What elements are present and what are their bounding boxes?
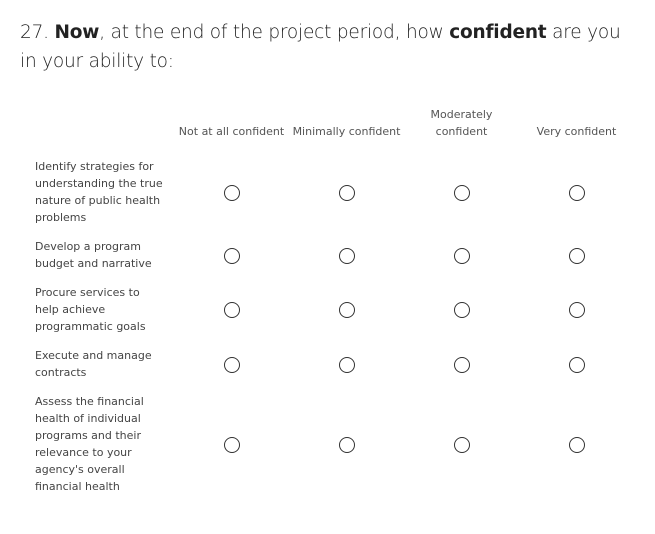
column-header: Not at all confident <box>178 125 285 138</box>
option-cell <box>289 152 404 232</box>
radio-button[interactable] <box>453 302 470 318</box>
column-header: Moderately confident <box>430 108 493 138</box>
row: Execute and manage contracts <box>35 341 634 387</box>
radio-button[interactable] <box>223 356 240 373</box>
radio-button[interactable] <box>338 356 355 373</box>
option-cell <box>519 152 634 232</box>
row-label: Develop a program budget and narrative <box>35 240 152 270</box>
row-label: Assess the financial health of individua… <box>35 395 144 493</box>
row-label: Procure services to help achieve program… <box>35 286 146 333</box>
question-text: 27. <box>20 22 55 43</box>
option-cell <box>174 232 289 278</box>
header-row: Not at all confident Minimally confident M… <box>35 100 634 152</box>
option-cell <box>404 152 519 232</box>
radio-button[interactable] <box>338 302 355 318</box>
option-cell <box>519 387 634 501</box>
option-cell <box>174 152 289 232</box>
column-header: Very confident <box>536 125 617 138</box>
radio-button[interactable] <box>568 436 585 453</box>
radio-button[interactable] <box>568 247 585 264</box>
option-cell <box>404 232 519 278</box>
radio-button[interactable] <box>568 184 585 201</box>
corner <box>35 100 174 152</box>
radio-button[interactable] <box>338 184 355 201</box>
question-text: , at the end of the project period, how <box>99 22 450 43</box>
question-text: confident <box>449 22 547 43</box>
likert-table: Not at all confident Minimally confident M… <box>35 100 634 501</box>
radio-button[interactable] <box>223 302 240 318</box>
radio-button[interactable] <box>568 356 585 373</box>
radio-button[interactable] <box>568 302 585 318</box>
option-cell <box>289 232 404 278</box>
row-label: Execute and manage contracts <box>35 349 152 379</box>
column-header: Minimally confident <box>292 125 401 138</box>
option-cell <box>174 341 289 387</box>
option-cell <box>519 341 634 387</box>
question-text: are you in your ability to: <box>20 22 621 72</box>
question-text: Now <box>54 22 100 43</box>
option-cell <box>174 278 289 341</box>
radio-button[interactable] <box>223 247 240 264</box>
option-cell <box>289 387 404 501</box>
row-label: Identify strategies for understanding th… <box>35 160 163 224</box>
question: 27. Now, at the end of the project perio… <box>20 18 640 76</box>
row: Identify strategies for understanding th… <box>35 152 634 232</box>
option-cell <box>404 341 519 387</box>
radio-button[interactable] <box>338 247 355 264</box>
option-cell <box>174 387 289 501</box>
row: Assess the financial health of individua… <box>35 387 634 501</box>
option-cell <box>289 341 404 387</box>
row: Procure services to help achieve program… <box>35 278 634 341</box>
option-cell <box>519 232 634 278</box>
radio-button[interactable] <box>338 436 355 453</box>
row: Develop a program budget and narrative <box>35 232 634 278</box>
option-cell <box>404 387 519 501</box>
radio-button[interactable] <box>453 184 470 201</box>
option-cell <box>519 278 634 341</box>
radio-button[interactable] <box>223 436 240 453</box>
option-cell <box>289 278 404 341</box>
option-cell <box>404 278 519 341</box>
radio-button[interactable] <box>223 184 240 201</box>
radio-button[interactable] <box>453 356 470 373</box>
radio-button[interactable] <box>453 436 470 453</box>
radio-button[interactable] <box>453 247 470 264</box>
table-body: Identify strategies for understanding th… <box>35 152 634 501</box>
